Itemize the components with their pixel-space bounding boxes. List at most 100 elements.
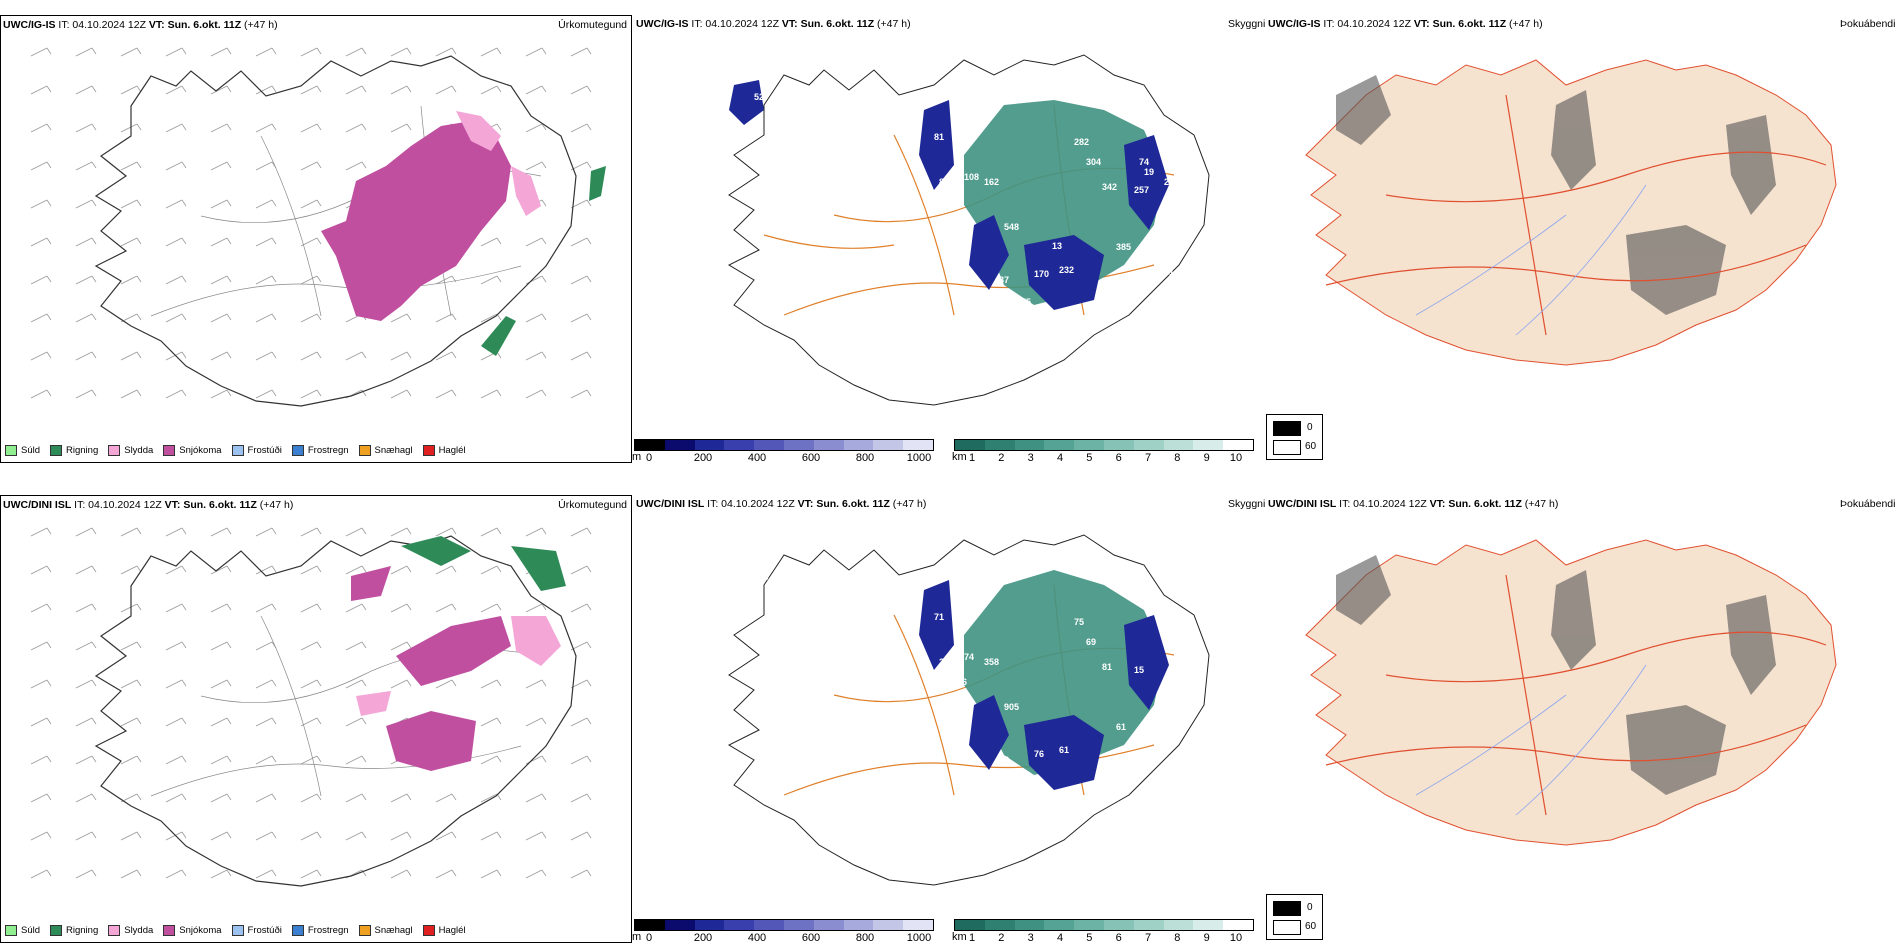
colorbar-swatch: [984, 920, 1015, 930]
legend-item: Snæhagl: [358, 445, 413, 456]
wind-barb: [480, 275, 502, 285]
visibility-value: 52: [754, 92, 764, 102]
wind-barb: [210, 47, 232, 57]
low-visibility-areas: [964, 570, 1164, 775]
legend-label: Frostregn: [307, 445, 349, 456]
wind-barb: [210, 275, 232, 285]
colorbar-tick: 1000: [906, 452, 932, 464]
wind-barb: [390, 351, 412, 361]
legend-swatch: [422, 925, 435, 936]
colorbar-swatch: [903, 920, 933, 930]
wind-barb: [30, 679, 52, 689]
wind-barb: [165, 123, 187, 133]
visibility-value: 358: [984, 657, 999, 667]
wind-barb: [210, 351, 232, 361]
visibility-value: 61: [1059, 745, 1069, 755]
wind-barb: [570, 755, 592, 765]
colorbar-swatch: [813, 920, 844, 930]
wind-barb: [210, 869, 232, 879]
legend-label: Snjókoma: [179, 445, 222, 456]
height-colorbar-swatches: [634, 439, 934, 451]
wind-barb: [210, 237, 232, 247]
colorbar-tick: 6: [1115, 452, 1122, 464]
wind-barb: [570, 47, 592, 57]
visibility-value: 108: [964, 172, 979, 182]
vt-time: VT: Sun. 6.okt. 11Z: [1429, 498, 1522, 510]
visibility-value: 84: [954, 737, 964, 747]
legend-swatch: [108, 445, 121, 456]
colorbar-swatch: [635, 920, 665, 930]
wind-barb: [120, 275, 142, 285]
wind-barb: [570, 275, 592, 285]
wind-barb: [570, 679, 592, 689]
high-terrain-areas: [919, 580, 1169, 790]
wind-barb: [30, 793, 52, 803]
legend-swatch: [291, 925, 304, 936]
wind-barb: [255, 755, 277, 765]
panel-title: UWC/DINI ISL IT: 04.10.2024 12Z VT: Sun.…: [3, 499, 293, 511]
visibility-value: 74: [964, 652, 974, 662]
precip-type-label: Úrkomutegund: [558, 19, 627, 31]
wind-barb: [210, 527, 232, 537]
wind-barb: [525, 679, 547, 689]
colorbar-swatch: [754, 920, 784, 930]
wind-barb: [480, 717, 502, 727]
colorbar-swatch: [724, 920, 755, 930]
wind-barb: [255, 793, 277, 803]
wind-barb: [255, 85, 277, 95]
height-colorbar-ticks: 0 200 400 600 800 1000: [634, 451, 934, 465]
wind-barb: [120, 717, 142, 727]
model-name: UWC/IG-IS: [636, 18, 689, 30]
legend-label: Súld: [21, 925, 41, 936]
legend-label: Slydda: [124, 925, 154, 936]
visibility-value: 20: [1169, 287, 1179, 297]
colorbar-swatch: [873, 440, 904, 450]
visibility-value: 13: [1052, 241, 1062, 251]
wind-barb: [75, 275, 97, 285]
colorbar-tick: 400: [747, 452, 767, 464]
wind-barb: [255, 869, 277, 879]
wind-barb: [345, 755, 367, 765]
visibility-value: 170: [1034, 269, 1049, 279]
wind-barb: [120, 565, 142, 575]
iceland-outline: [94, 55, 577, 407]
wind-barb: [300, 717, 322, 727]
wind-barb: [210, 717, 232, 727]
wind-barb: [75, 351, 97, 361]
wind-barb: [345, 641, 367, 651]
wind-barb: [255, 389, 277, 399]
wind-barb: [75, 565, 97, 575]
wind-barb: [525, 85, 547, 95]
legend-label: Snæhagl: [374, 925, 413, 936]
vt-time: VT: Sun. 6.okt. 11Z: [1413, 18, 1507, 30]
visibility-value: 69: [1086, 637, 1096, 647]
visibility-colorbar-ticks: 1 2 3 4 5 6 7 8 9 10: [954, 931, 1254, 945]
legend-item: Rigning: [50, 925, 98, 936]
legend-swatch: [422, 445, 435, 456]
wind-barb: [75, 161, 97, 171]
wind-barb: [390, 389, 412, 399]
colorbar-swatch: [783, 440, 814, 450]
wind-barb: [165, 793, 187, 803]
colorbar-tick: 5: [1086, 932, 1093, 944]
wind-barb: [480, 351, 502, 361]
visibility-colorbar: km 1 2 3 4 5 6 7 8 9 10: [952, 439, 1254, 467]
wind-barb: [255, 275, 277, 285]
rivers: [1415, 184, 1647, 336]
panel-title: UWC/DINI ISL IT: 04.10.2024 12Z VT: Sun.…: [1268, 498, 1558, 510]
colorbar-tick: 1: [968, 452, 976, 464]
wind-barb: [75, 237, 97, 247]
wind-barb: [570, 603, 592, 613]
panel-title: UWC/IG-IS IT: 04.10.2024 12Z VT: Sun. 6.…: [1268, 18, 1543, 30]
fog-indicator-label: Þokuábendi: [1840, 498, 1896, 510]
height-colorbar-unit: m: [632, 451, 642, 463]
wind-barb: [390, 679, 412, 689]
wind-barb: [255, 641, 277, 651]
wind-barb: [480, 831, 502, 841]
model-name: UWC/DINI ISL: [636, 498, 705, 510]
wind-barb: [30, 47, 52, 57]
wind-barb: [570, 389, 592, 399]
wind-barb: [120, 831, 142, 841]
colorbar-swatch: [873, 920, 904, 930]
wind-barb: [300, 793, 322, 803]
